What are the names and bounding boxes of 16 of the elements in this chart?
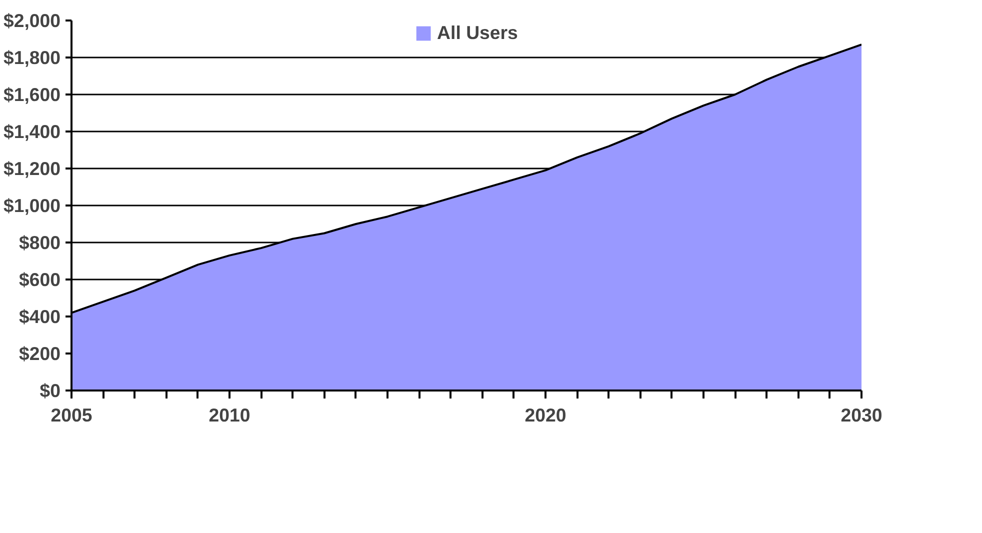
y-tick-label: $1,400 <box>3 121 60 142</box>
y-tick-label: $1,000 <box>3 195 60 216</box>
x-tick-label: 2005 <box>50 404 92 426</box>
y-tick-label: $800 <box>18 232 61 253</box>
y-tick-label: $200 <box>18 343 61 364</box>
y-tick-label: $0 <box>40 380 61 401</box>
x-tick-label: 2020 <box>524 404 566 426</box>
x-tick-label: 2010 <box>208 404 250 426</box>
y-tick-label: $1,800 <box>3 47 60 68</box>
y-tick-label: $2,000 <box>3 10 60 31</box>
x-tick-label: 2030 <box>840 404 882 426</box>
y-tick-label: $600 <box>18 269 61 290</box>
y-tick-label: $1,200 <box>3 158 60 179</box>
y-tick-label: $1,600 <box>3 84 60 105</box>
y-tick-label: $400 <box>18 306 61 327</box>
legend-label: All Users <box>437 22 518 44</box>
